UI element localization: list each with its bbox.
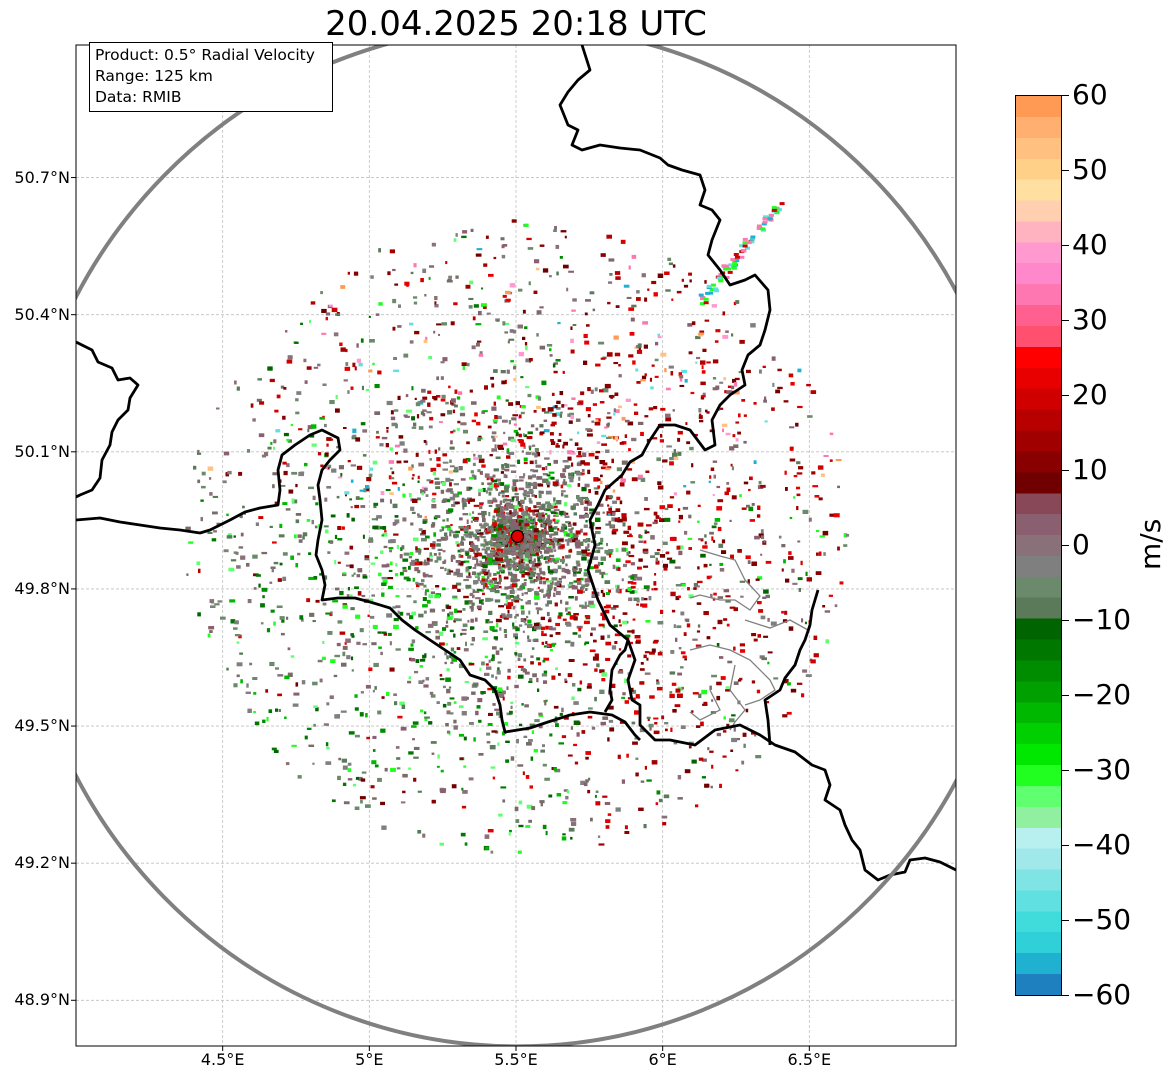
colorbar-tick — [1062, 695, 1069, 696]
info-data: Data: RMIB — [95, 88, 182, 106]
colorbar-tick-label: 30 — [1072, 303, 1108, 336]
lat-label: 50.1°N — [14, 441, 70, 461]
colorbar-tick — [1062, 320, 1069, 321]
country-border — [558, 45, 956, 882]
colorbar-tick-label: 10 — [1072, 453, 1108, 486]
colorbar-gradient — [1016, 96, 1061, 995]
colorbar-tick-label: −40 — [1072, 828, 1132, 861]
colorbar-tick-label: −10 — [1072, 603, 1132, 636]
lon-label: 6°E — [648, 1050, 677, 1069]
colorbar-tick-label: 20 — [1072, 378, 1108, 411]
colorbar-tick-label: −50 — [1072, 903, 1132, 936]
lat-label: 49.8°N — [14, 578, 70, 598]
colorbar-tick-label: −60 — [1072, 978, 1132, 1011]
colorbar-tick — [1062, 770, 1069, 771]
lon-label: 6.5°E — [787, 1050, 832, 1069]
info-product: Product: 0.5° Radial Velocity — [95, 46, 315, 64]
colorbar — [1015, 95, 1062, 996]
page-title: 20.04.2025 20:18 UTC — [325, 4, 707, 44]
country-border — [76, 340, 820, 746]
info-range: Range: 125 km — [95, 67, 213, 85]
colorbar-tick — [1062, 395, 1069, 396]
colorbar-tick — [1062, 995, 1069, 996]
lat-label: 50.7°N — [14, 167, 70, 187]
lon-label: 5.5°E — [494, 1050, 538, 1069]
colorbar-tick — [1062, 470, 1069, 471]
lat-label: 49.2°N — [14, 853, 70, 873]
colorbar-tick-label: 40 — [1072, 228, 1108, 261]
colorbar-tick — [1062, 545, 1069, 546]
region-border — [689, 549, 809, 731]
colorbar-tick — [1062, 170, 1069, 171]
lat-label: 50.4°N — [14, 304, 70, 324]
axis-ticks — [71, 177, 810, 1051]
colorbar-tick — [1062, 620, 1069, 621]
lat-label: 49.5°N — [14, 716, 70, 736]
lon-label: 4.5°E — [200, 1050, 245, 1069]
radar-site-marker — [510, 529, 525, 544]
colorbar-tick — [1062, 95, 1069, 96]
colorbar-tick-label: 60 — [1072, 78, 1108, 111]
colorbar-tick-label: −20 — [1072, 678, 1132, 711]
colorbar-tick-label: −30 — [1072, 753, 1132, 786]
colorbar-tick — [1062, 245, 1069, 246]
lon-label: 5°E — [355, 1050, 384, 1069]
colorbar-tick — [1062, 845, 1069, 846]
colorbar-tick-label: 0 — [1072, 528, 1090, 561]
radar-echoes — [185, 202, 850, 854]
info-box: Product: 0.5° Radial Velocity Range: 125… — [89, 42, 333, 112]
colorbar-unit-label: m/s — [1134, 518, 1167, 570]
colorbar-tick-label: 50 — [1072, 153, 1108, 186]
lat-label: 48.9°N — [14, 990, 70, 1010]
colorbar-tick — [1062, 920, 1069, 921]
